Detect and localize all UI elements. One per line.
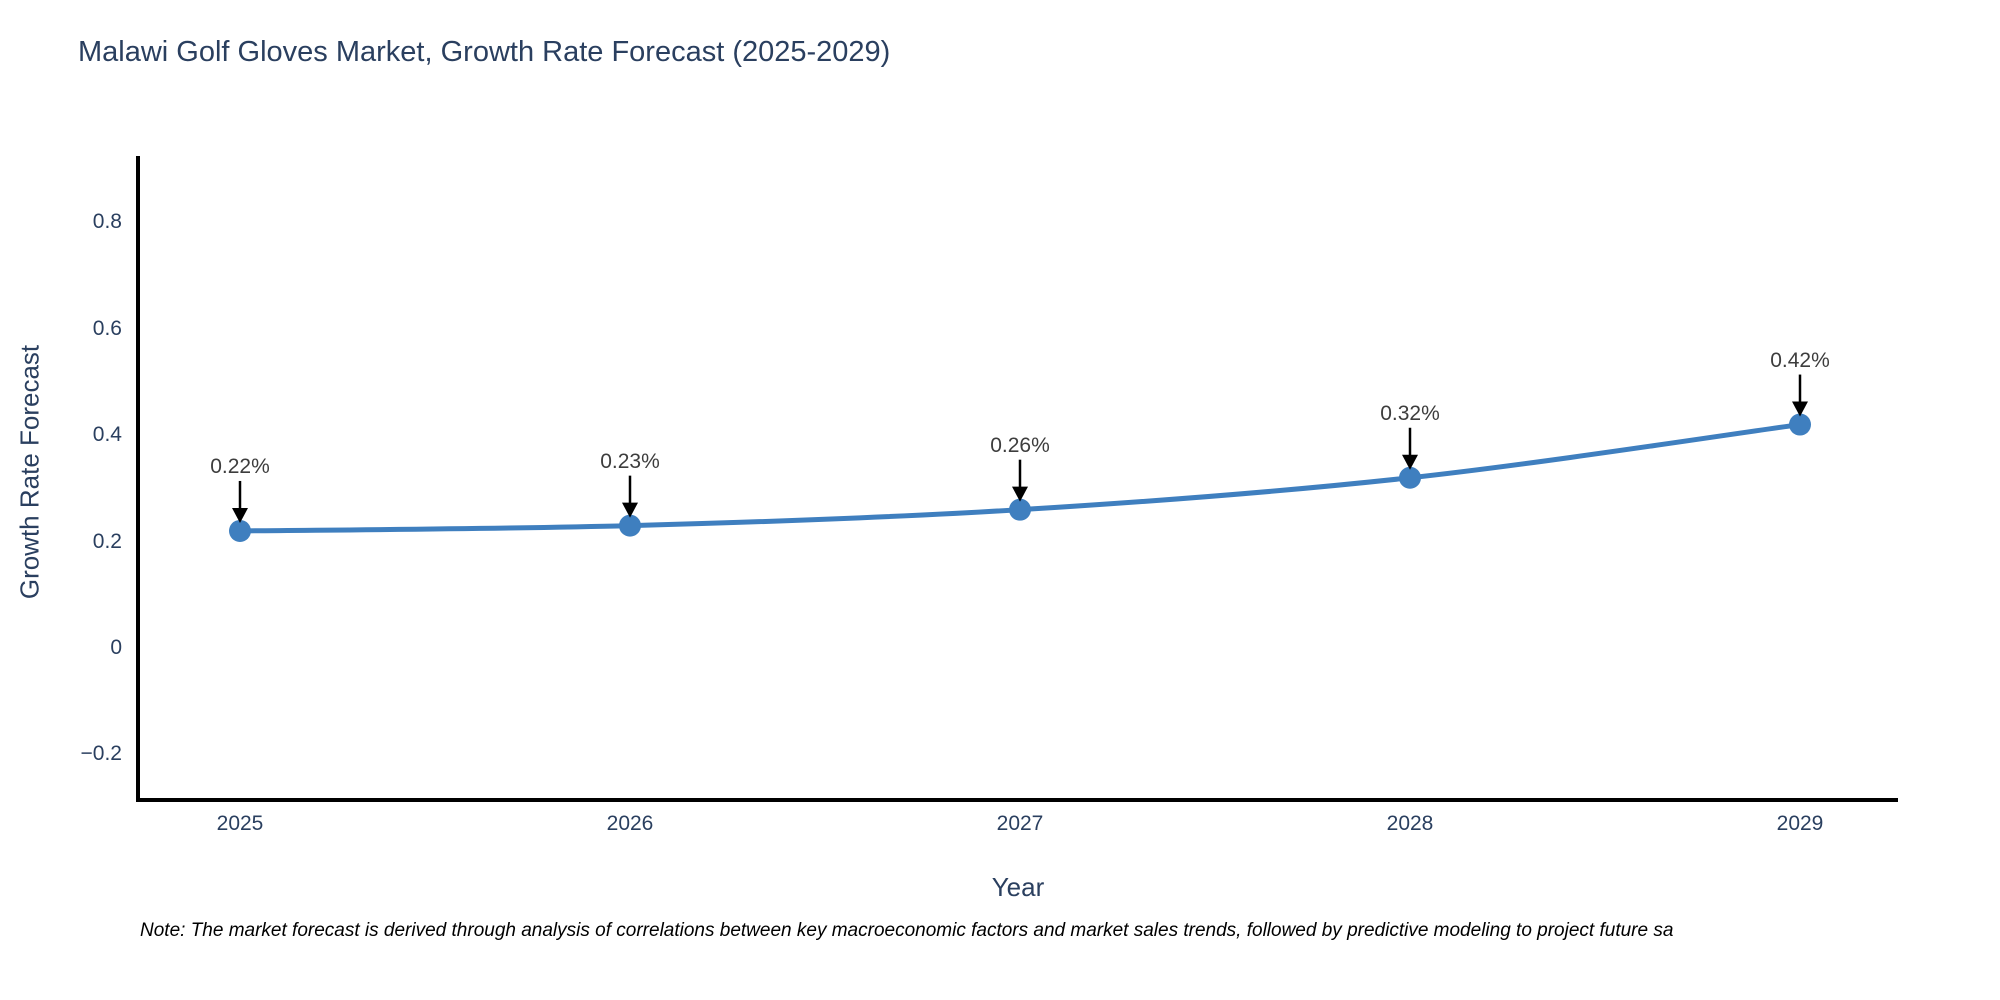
x-axis-title: Year	[991, 872, 1045, 902]
arrowhead-icon	[1402, 454, 1418, 470]
annotation-label: 0.42%	[1770, 348, 1830, 372]
y-tick-label: 0.6	[92, 316, 122, 340]
annotation-label: 0.26%	[990, 433, 1050, 457]
data-point-marker	[229, 519, 251, 542]
data-point-marker	[1009, 498, 1031, 521]
annotation-label: 0.32%	[1380, 401, 1440, 425]
arrowhead-icon	[232, 507, 248, 523]
y-tick-label: 0.4	[92, 423, 122, 447]
y-tick-label: 0.2	[92, 529, 122, 553]
arrowhead-icon	[1792, 401, 1808, 417]
x-tick-label: 2026	[606, 812, 654, 835]
y-tick-label: 0	[110, 636, 122, 659]
y-tick-label: −0.2	[80, 742, 122, 766]
x-tick-label: 2025	[216, 812, 264, 835]
annotation-label: 0.22%	[210, 454, 270, 478]
footnote: Note: The market forecast is derived thr…	[140, 920, 1674, 941]
x-tick-label: 2028	[1386, 812, 1434, 835]
x-tick-label: 2027	[996, 812, 1044, 835]
data-point-marker	[619, 514, 641, 537]
x-tick-label: 2029	[1776, 812, 1824, 835]
y-tick-label: 0.8	[92, 210, 122, 234]
arrowhead-icon	[622, 502, 638, 518]
data-point-marker	[1789, 413, 1811, 436]
arrowhead-icon	[1012, 486, 1028, 502]
chart-title: Malawi Golf Gloves Market, Growth Rate F…	[78, 36, 891, 68]
annotation-label: 0.23%	[600, 449, 660, 473]
data-point-marker	[1399, 466, 1421, 489]
